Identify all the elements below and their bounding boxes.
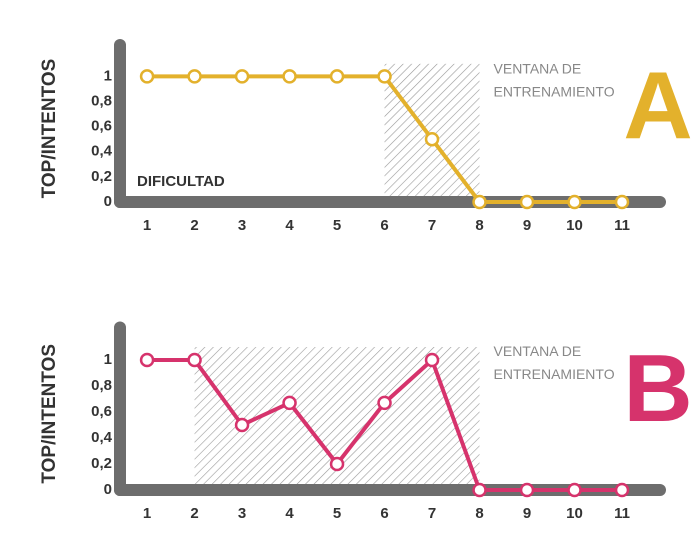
data-point (282, 69, 297, 84)
y-tick-label: 0,4 (91, 429, 113, 446)
data-point (329, 456, 345, 472)
x-tick-label: 9 (523, 217, 531, 234)
y-tick-label: 0 (104, 193, 112, 210)
x-tick-label: 6 (380, 217, 388, 234)
x-tick-label: 10 (566, 217, 583, 234)
y-tick-label: 0 (104, 481, 112, 498)
data-point (187, 352, 202, 368)
x-tick-label: 1 (143, 217, 151, 234)
annotation: ENTRENAMIENTO (494, 84, 615, 100)
x-tick-label: 2 (190, 217, 198, 234)
data-point (282, 395, 297, 411)
data-point (377, 69, 392, 84)
data-point (614, 194, 630, 210)
data-point (234, 69, 250, 84)
y-tick-label: 0,6 (91, 118, 112, 135)
x-tick-label: 3 (238, 217, 246, 234)
x-axis-label: DIFICULTAD (137, 173, 225, 190)
panel-letter: A (623, 52, 692, 159)
data-point (567, 194, 582, 210)
x-tick-label: 11 (614, 505, 630, 522)
x-tick-label: 8 (475, 217, 483, 234)
data-point (329, 69, 345, 84)
data-point (377, 395, 392, 411)
annotation: VENTANA DE (494, 61, 582, 77)
x-tick-label: 5 (333, 505, 341, 522)
data-point (472, 194, 487, 210)
y-axis-label: TOP/INTENTOS (39, 59, 60, 199)
data-point (614, 482, 630, 498)
y-tick-label: 0,6 (91, 403, 112, 420)
y-tick-label: 0,2 (91, 455, 112, 472)
data-point (424, 352, 440, 368)
x-tick-label: 9 (523, 505, 531, 522)
x-tick-label: 7 (428, 505, 436, 522)
x-tick-label: 8 (475, 505, 483, 522)
annotation: ENTRENAMIENTO (494, 366, 615, 382)
y-tick-label: 1 (104, 351, 112, 368)
y-tick-label: 0,4 (91, 143, 113, 160)
data-point (424, 131, 440, 147)
y-tick-label: 1 (104, 67, 112, 84)
data-point (187, 69, 202, 84)
x-tick-label: 6 (380, 505, 388, 522)
data-point (472, 482, 487, 498)
y-tick-label: 0,8 (91, 377, 112, 394)
data-point (139, 352, 155, 368)
annotation: VENTANA DE (494, 343, 582, 359)
panel-letter: B (623, 335, 692, 442)
y-tick-label: 0,8 (91, 92, 112, 109)
x-tick-label: 11 (614, 217, 630, 234)
x-tick-label: 5 (333, 217, 341, 234)
data-point (234, 417, 250, 433)
y-axis-label: TOP/INTENTOS (39, 344, 60, 484)
x-tick-label: 3 (238, 505, 246, 522)
x-tick-label: 7 (428, 217, 436, 234)
data-point (519, 482, 535, 498)
data-point (519, 194, 535, 210)
data-point (567, 482, 582, 498)
x-tick-label: 10 (566, 505, 583, 522)
y-tick-label: 0,2 (91, 168, 112, 185)
x-tick-label: 2 (190, 505, 198, 522)
x-tick-label: 4 (285, 505, 294, 522)
x-tick-label: 1 (143, 505, 151, 522)
data-point (139, 69, 155, 84)
x-tick-label: 4 (285, 217, 294, 234)
